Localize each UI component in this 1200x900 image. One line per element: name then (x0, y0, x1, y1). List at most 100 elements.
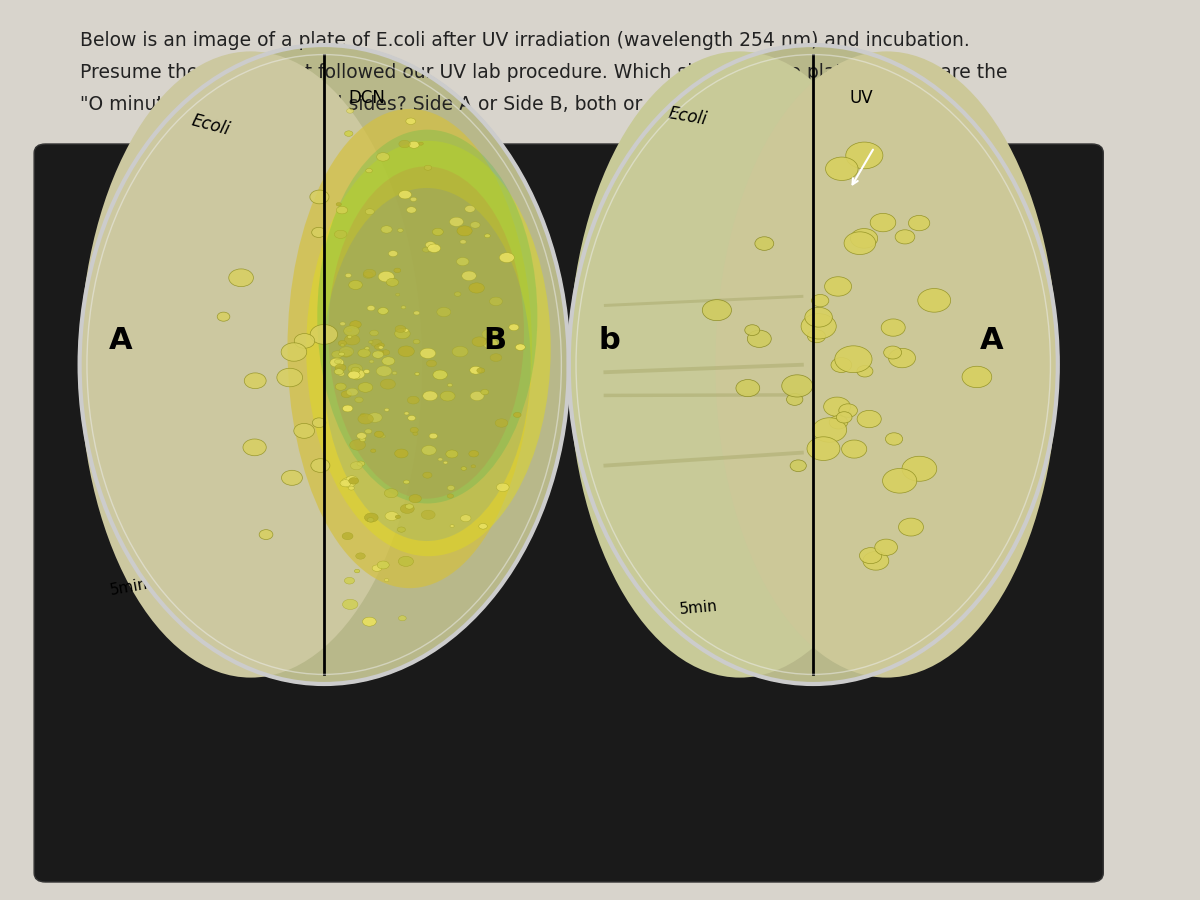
Ellipse shape (812, 418, 847, 442)
Ellipse shape (370, 330, 378, 336)
Ellipse shape (306, 140, 551, 556)
Ellipse shape (781, 374, 812, 397)
Ellipse shape (484, 339, 498, 348)
Ellipse shape (79, 45, 569, 684)
Ellipse shape (340, 480, 350, 487)
Ellipse shape (427, 244, 440, 253)
Ellipse shape (380, 379, 396, 389)
Ellipse shape (342, 599, 358, 609)
Ellipse shape (396, 293, 400, 296)
Ellipse shape (342, 405, 353, 412)
Ellipse shape (350, 462, 362, 470)
Ellipse shape (370, 360, 373, 363)
Ellipse shape (338, 340, 347, 346)
Ellipse shape (354, 376, 360, 380)
Ellipse shape (899, 518, 924, 536)
Ellipse shape (377, 561, 389, 569)
Ellipse shape (499, 253, 515, 263)
Text: Presume the experiment followed our UV lab procedure. Which side(s) of the plate: Presume the experiment followed our UV l… (79, 63, 1007, 82)
Ellipse shape (294, 423, 314, 438)
Ellipse shape (569, 45, 1057, 684)
Ellipse shape (336, 206, 348, 214)
Ellipse shape (389, 250, 397, 256)
Ellipse shape (341, 391, 352, 398)
Text: Below is an image of a plate of E.coli after UV irradiation (wavelength 254 nm) : Below is an image of a plate of E.coli a… (79, 32, 970, 50)
Ellipse shape (421, 446, 437, 455)
Ellipse shape (403, 480, 409, 484)
Ellipse shape (380, 226, 392, 233)
Ellipse shape (469, 451, 479, 457)
Ellipse shape (259, 529, 272, 539)
Ellipse shape (438, 458, 443, 461)
Ellipse shape (401, 306, 406, 309)
Ellipse shape (433, 370, 448, 380)
Ellipse shape (404, 412, 409, 415)
Ellipse shape (895, 230, 914, 244)
Ellipse shape (378, 272, 395, 282)
Ellipse shape (457, 226, 472, 236)
Ellipse shape (365, 429, 372, 434)
Ellipse shape (384, 579, 389, 581)
Ellipse shape (398, 556, 414, 566)
Ellipse shape (335, 369, 343, 374)
Ellipse shape (394, 268, 401, 273)
Text: B: B (484, 326, 506, 355)
Ellipse shape (348, 486, 354, 491)
Ellipse shape (846, 142, 883, 169)
Ellipse shape (857, 410, 881, 428)
Ellipse shape (403, 328, 408, 332)
Ellipse shape (509, 324, 518, 330)
Ellipse shape (364, 269, 376, 277)
Ellipse shape (424, 166, 432, 170)
Ellipse shape (409, 495, 421, 503)
Ellipse shape (409, 141, 419, 149)
Ellipse shape (450, 217, 463, 227)
Ellipse shape (377, 343, 384, 347)
Ellipse shape (323, 188, 530, 541)
Ellipse shape (364, 272, 373, 278)
Text: 5min: 5min (109, 576, 149, 598)
Ellipse shape (786, 393, 803, 405)
Ellipse shape (407, 207, 416, 213)
Ellipse shape (377, 153, 390, 161)
Ellipse shape (310, 190, 329, 203)
Ellipse shape (490, 297, 503, 306)
Ellipse shape (456, 257, 469, 266)
Ellipse shape (282, 471, 302, 485)
Ellipse shape (414, 311, 420, 315)
Ellipse shape (372, 351, 384, 358)
Ellipse shape (358, 414, 373, 424)
Ellipse shape (881, 319, 905, 337)
Ellipse shape (378, 308, 389, 314)
Ellipse shape (348, 364, 362, 374)
Ellipse shape (875, 539, 898, 555)
Ellipse shape (349, 370, 361, 378)
Ellipse shape (448, 494, 454, 499)
Ellipse shape (407, 396, 419, 404)
Text: DCN: DCN (349, 88, 385, 106)
Ellipse shape (382, 356, 395, 365)
Ellipse shape (461, 515, 470, 522)
Ellipse shape (368, 340, 373, 344)
Ellipse shape (365, 346, 370, 350)
Ellipse shape (430, 433, 438, 439)
Ellipse shape (312, 228, 325, 238)
Ellipse shape (448, 485, 455, 490)
Ellipse shape (702, 300, 732, 320)
Ellipse shape (415, 373, 419, 375)
Ellipse shape (344, 578, 354, 584)
Ellipse shape (384, 409, 389, 411)
Ellipse shape (485, 234, 491, 238)
Ellipse shape (360, 437, 366, 442)
Ellipse shape (355, 397, 364, 402)
Ellipse shape (344, 335, 360, 345)
Ellipse shape (347, 109, 354, 113)
Ellipse shape (745, 325, 760, 336)
Ellipse shape (335, 359, 342, 364)
Ellipse shape (823, 397, 851, 417)
Ellipse shape (870, 213, 895, 232)
Ellipse shape (398, 346, 414, 356)
Ellipse shape (410, 197, 416, 202)
Ellipse shape (395, 328, 410, 338)
Ellipse shape (440, 392, 455, 401)
